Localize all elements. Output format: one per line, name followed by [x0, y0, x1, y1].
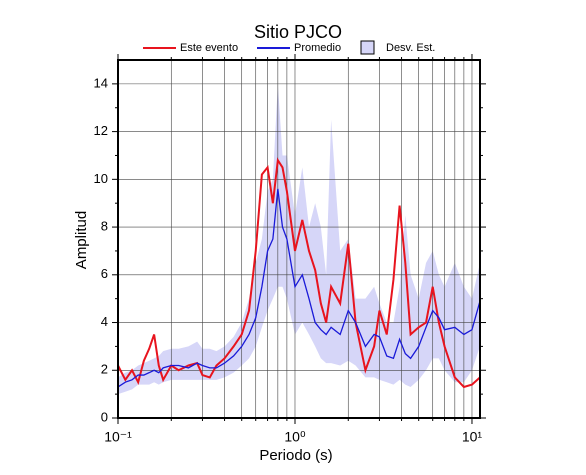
y-tick-label: 0 [101, 409, 108, 424]
legend-label: Desv. Est. [386, 42, 435, 54]
y-axis-label: Amplitud [73, 211, 90, 269]
y-tick-label: 14 [94, 75, 108, 90]
y-tick-label: 2 [101, 362, 108, 377]
x-tick-label: 10⁰ [284, 429, 306, 445]
x-tick-label: 10⁻¹ [104, 429, 132, 445]
legend-swatch [360, 40, 375, 55]
chart-title: Sitio PJCO [254, 22, 342, 42]
legend-label: Este evento [180, 42, 238, 54]
y-tick-label: 6 [101, 266, 108, 281]
std-band [118, 83, 480, 395]
series-line [117, 157, 481, 389]
series-line [117, 188, 481, 388]
legend-label: Promedio [294, 42, 341, 54]
y-tick-label: 4 [101, 314, 108, 329]
x-axis-label: Periodo (s) [259, 447, 332, 464]
x-tick-label: 10¹ [462, 429, 483, 445]
y-tick-label: 12 [94, 123, 108, 138]
y-tick-label: 10 [94, 171, 108, 186]
y-tick-label: 8 [101, 219, 108, 234]
plot-frame [117, 59, 481, 419]
